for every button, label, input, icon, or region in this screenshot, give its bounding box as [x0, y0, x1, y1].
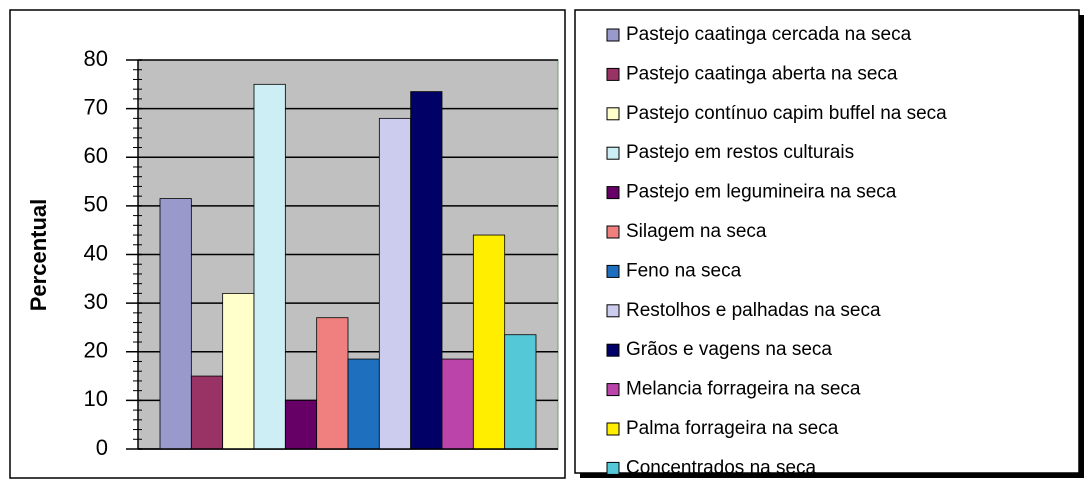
legend-swatch	[606, 304, 620, 318]
y-tick-label: 10	[84, 386, 108, 411]
y-tick-label: 60	[84, 143, 108, 168]
bar	[347, 358, 380, 450]
legend-label: Pastejo caatinga aberta na seca	[626, 63, 898, 84]
legend-label: Pastejo em legumineira na seca	[626, 182, 897, 203]
bar	[190, 375, 224, 450]
y-tick-label: 40	[84, 240, 108, 265]
bar	[316, 317, 349, 450]
legend-label: Palma forrageira na seca	[626, 418, 839, 439]
y-tick-label: 80	[84, 46, 108, 71]
legend-swatch	[606, 107, 620, 121]
legend-label: Grãos e vagens na seca	[626, 339, 832, 360]
y-tick-label: 70	[84, 94, 108, 119]
legend-swatch	[606, 146, 620, 160]
bar	[222, 292, 255, 450]
bar	[504, 334, 537, 450]
legend-label: Melancia forrageira na seca	[626, 379, 861, 400]
y-axis-label: Percentual	[26, 199, 51, 312]
legend-swatch	[606, 264, 620, 278]
y-tick-label: 0	[96, 435, 108, 460]
legend-swatch	[606, 28, 620, 42]
legend-swatch	[606, 461, 620, 475]
legend-swatch	[606, 186, 620, 200]
legend-swatch	[606, 422, 620, 436]
bar	[159, 198, 192, 450]
bar	[472, 234, 506, 450]
bar	[378, 117, 412, 450]
bar	[284, 399, 318, 450]
legend-swatch	[606, 343, 620, 357]
legend-label: Pastejo contínuo capim buffel na seca	[626, 103, 947, 124]
legend-swatch	[606, 225, 620, 239]
bar	[410, 91, 443, 450]
legend-swatch	[606, 383, 620, 397]
legend-label: Concentrados na seca	[626, 457, 817, 478]
y-tick-label: 50	[84, 192, 108, 217]
legend-label: Restolhos e palhadas na seca	[626, 300, 881, 321]
legend-box	[574, 9, 1080, 474]
legend-label: Feno na seca	[626, 260, 742, 281]
legend-swatch	[606, 67, 620, 81]
legend-label: Pastejo caatinga cercada na seca	[626, 24, 912, 45]
bar	[253, 83, 286, 450]
bar	[441, 358, 474, 450]
y-tick-label: 30	[84, 289, 108, 314]
y-tick-label: 20	[84, 338, 108, 363]
legend-label: Silagem na seca	[626, 221, 767, 242]
legend-label: Pastejo em restos culturais	[626, 142, 854, 163]
